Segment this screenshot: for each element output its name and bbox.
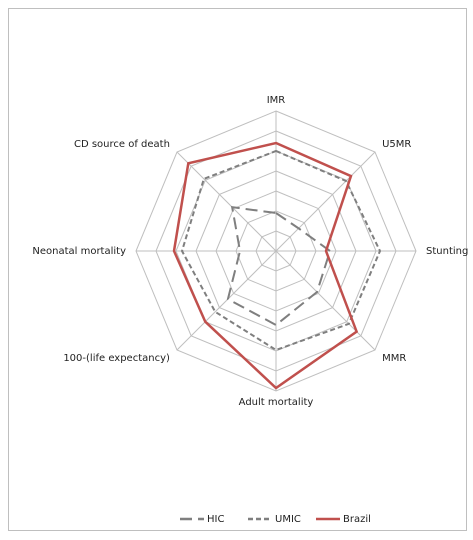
axis-label: Stunting [426, 246, 468, 257]
axis-label: Neonatal mortality [32, 246, 126, 257]
axis-label: MMR [382, 353, 406, 364]
series-line [226, 205, 332, 327]
series-line [172, 141, 359, 390]
axis-label: 100-(life expectancy) [63, 353, 170, 364]
axis-label: U5MR [382, 139, 411, 150]
legend-label: UMIC [275, 514, 301, 525]
spoke [176, 250, 277, 351]
legend-label: Brazil [343, 514, 371, 525]
axis-label: Adult mortality [239, 397, 314, 408]
spoke [176, 151, 277, 252]
legend-label: HIC [207, 514, 224, 525]
axis-label: IMR [267, 95, 286, 106]
axis-label: CD source of death [74, 139, 170, 150]
chart-border [8, 8, 467, 531]
spoke [275, 151, 376, 252]
spoke [275, 250, 376, 351]
